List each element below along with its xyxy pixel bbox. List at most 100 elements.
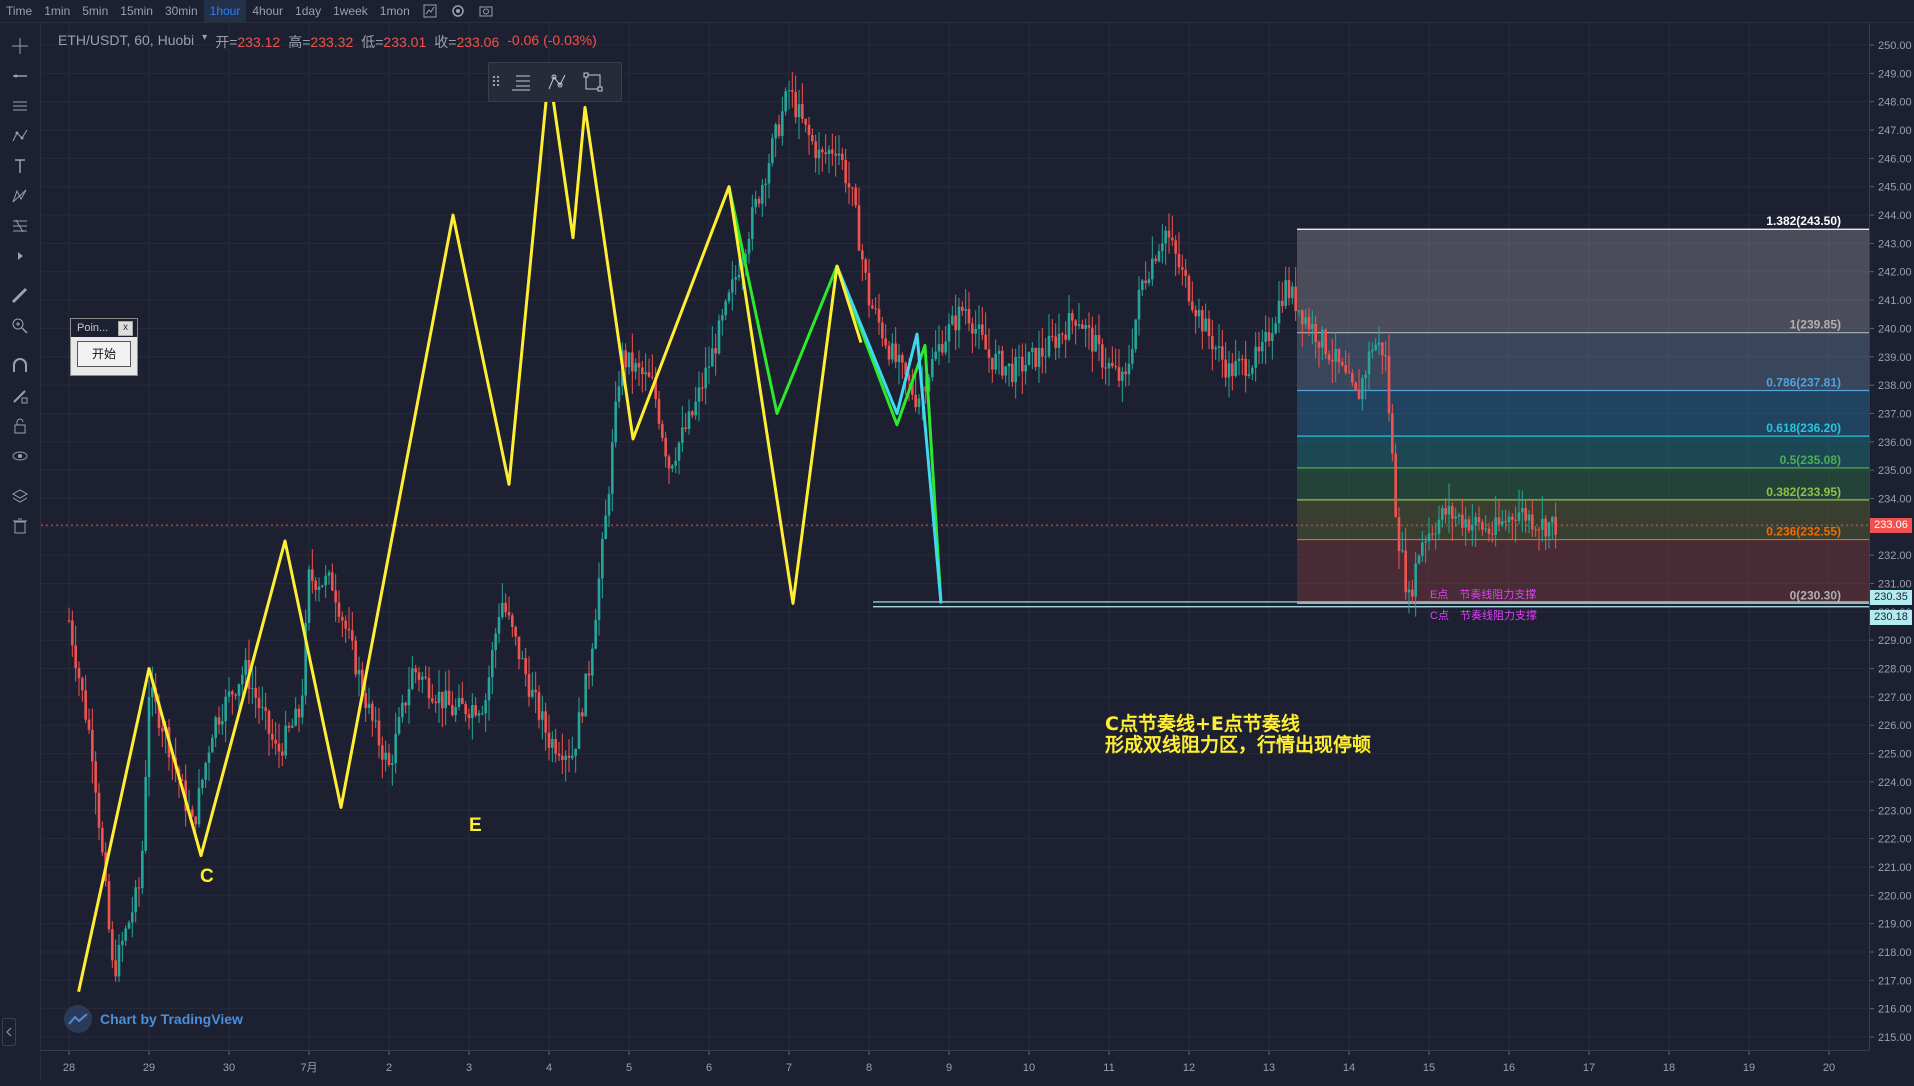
time-axis[interactable]: 28 29 30 7月 2 3 4 5 6 7 8 9 10 11 12 13 14 15 16 17 18 19 20 xyxy=(41,1050,1869,1081)
candle-body xyxy=(907,374,911,381)
pattern-settings-icon[interactable] xyxy=(539,64,575,100)
candle-body xyxy=(524,658,527,675)
ruler-icon[interactable] xyxy=(9,285,31,307)
line-style-icon[interactable] xyxy=(503,64,539,100)
popup-start-button[interactable]: 开始 xyxy=(77,341,131,367)
timeframe-30min[interactable]: 30min xyxy=(164,4,198,18)
candle-body xyxy=(1381,342,1384,356)
candle-body xyxy=(601,538,604,579)
candle-body xyxy=(297,708,301,718)
select-frame-icon[interactable] xyxy=(575,64,611,100)
candle-body xyxy=(1431,533,1434,535)
timeframe-1week[interactable]: 1week xyxy=(333,4,368,18)
wave-label-e: E xyxy=(469,815,482,836)
candle-body xyxy=(1457,514,1461,517)
candle-body xyxy=(331,572,334,591)
tradingview-watermark[interactable]: Chart by TradingView xyxy=(64,1005,243,1033)
candle-body xyxy=(1161,243,1164,252)
candle-body xyxy=(411,668,414,689)
popup-close-button[interactable]: x xyxy=(118,321,133,336)
settings-gear-icon[interactable] xyxy=(449,2,467,20)
candle-body xyxy=(417,672,421,680)
candle-body xyxy=(94,761,97,793)
candle-body xyxy=(1037,347,1041,367)
candle-body xyxy=(691,411,694,416)
price-tick-label: 218.00 xyxy=(1878,947,1912,959)
chart-type-icon[interactable] xyxy=(421,2,439,20)
candle-body xyxy=(361,669,364,694)
zoom-in-icon[interactable] xyxy=(9,315,31,337)
fib-retracement-icon[interactable] xyxy=(9,215,31,237)
timeframe-4hour[interactable]: 4hour xyxy=(252,4,284,18)
screenshot-icon[interactable] xyxy=(477,2,495,20)
timeframe-1hour[interactable]: 1hour xyxy=(203,0,247,22)
candle-body xyxy=(201,779,204,789)
candle-body xyxy=(734,277,737,280)
timeframe-time[interactable]: Time xyxy=(6,4,33,18)
collapse-toolbar-icon[interactable] xyxy=(2,1018,16,1046)
candle-body xyxy=(997,350,1001,354)
candle-body xyxy=(1097,335,1101,345)
expand-arrow-icon[interactable] xyxy=(9,245,31,267)
candle-body xyxy=(151,687,154,698)
candle-body xyxy=(1104,367,1107,369)
timeframe-1min[interactable]: 1min xyxy=(44,4,71,18)
candle-body xyxy=(101,827,104,853)
price-tick-label: 242.00 xyxy=(1878,267,1912,279)
price-axis[interactable]: 250.00 249.00 248.00 247.00 246.00 245.00 244.… xyxy=(1869,23,1914,1050)
candle-body xyxy=(1461,514,1464,528)
symbol-label[interactable]: ETH/USDT, 60, Huobi xyxy=(58,32,195,48)
chart-canvas[interactable]: 1.382(243.50) 1(239.85) 0.786(237.81) 0.618… xyxy=(41,23,1869,1050)
trash-icon[interactable] xyxy=(9,515,31,537)
timeframe-5min[interactable]: 5min xyxy=(82,4,109,18)
candle-body xyxy=(1184,269,1187,277)
candle-body xyxy=(1271,333,1274,342)
fib-zone xyxy=(1297,332,1869,391)
candle-body xyxy=(1521,507,1524,513)
magnet-icon[interactable] xyxy=(9,355,31,377)
candle-body xyxy=(1361,378,1364,400)
timeframe-15min[interactable]: 15min xyxy=(120,4,153,18)
candle-body xyxy=(844,159,847,184)
candle-body xyxy=(1437,519,1441,534)
trend-line-icon[interactable] xyxy=(9,65,31,87)
symbol-dropdown-icon[interactable]: ▾ xyxy=(202,32,208,43)
layers-icon[interactable] xyxy=(9,485,31,507)
candle-body xyxy=(671,465,674,469)
candle-body xyxy=(197,788,201,825)
parallel-lines-icon[interactable] xyxy=(9,95,31,117)
eye-icon[interactable] xyxy=(9,445,31,467)
candle-body xyxy=(1061,333,1064,335)
text-tool-icon[interactable] xyxy=(9,155,31,177)
candle-body xyxy=(1544,518,1547,537)
drag-handle-icon[interactable]: ⠿ xyxy=(490,73,502,90)
candle-body xyxy=(544,711,547,733)
price-chart[interactable]: 1.382(243.50) 1(239.85) 0.786(237.81) 0.618… xyxy=(41,23,1869,1050)
candle-body xyxy=(464,703,467,715)
candle-body xyxy=(87,719,91,730)
fib-level-label: 1(239.85) xyxy=(1790,318,1841,332)
lock-icon[interactable] xyxy=(9,415,31,437)
candle-body xyxy=(1064,334,1067,340)
candle-body xyxy=(294,708,297,726)
crosshair-icon[interactable] xyxy=(9,35,31,57)
candle-body xyxy=(704,367,707,389)
candle-body xyxy=(397,717,401,734)
candle-body xyxy=(434,701,437,704)
candle-body xyxy=(861,250,864,260)
candle-body xyxy=(1537,529,1541,531)
candle-body xyxy=(1464,519,1467,528)
candle-body xyxy=(497,617,501,634)
candle-body xyxy=(1517,512,1521,521)
candle-body xyxy=(311,569,314,581)
candle-body xyxy=(347,628,351,631)
drawing-mode-icon[interactable] xyxy=(9,385,31,407)
chart-annotation[interactable]: C点节奏线+E点节奏线 形成双线阻力区，行情出现停顿 xyxy=(1105,714,1371,756)
time-tick-label: 30 xyxy=(223,1062,235,1074)
fib-level-label: 0(230.30) xyxy=(1790,588,1841,602)
pattern-icon[interactable] xyxy=(9,125,31,147)
candle-body xyxy=(1514,519,1517,521)
xabcd-pattern-icon[interactable] xyxy=(9,185,31,207)
timeframe-1day[interactable]: 1day xyxy=(295,4,322,18)
timeframe-1mon[interactable]: 1mon xyxy=(379,4,410,18)
